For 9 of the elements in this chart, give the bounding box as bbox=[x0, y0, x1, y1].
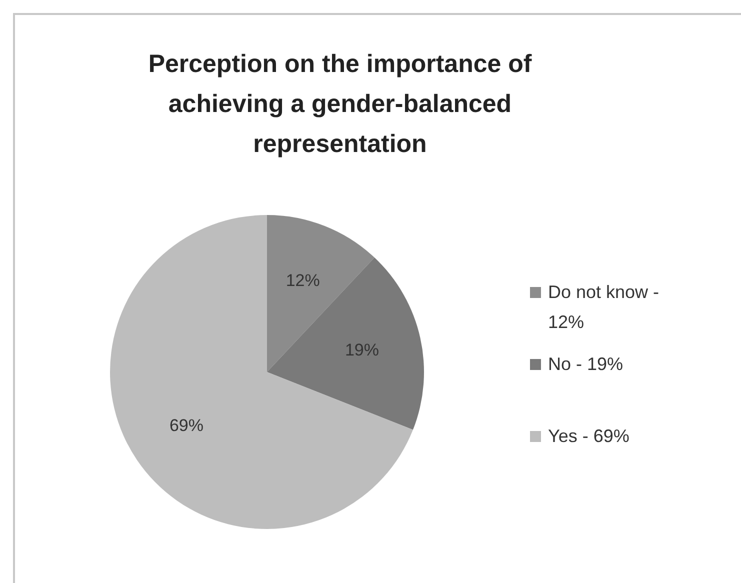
data-label: 12% bbox=[286, 270, 320, 290]
legend-label: Do not know - 12% bbox=[548, 282, 660, 332]
data-label: 69% bbox=[169, 416, 204, 436]
legend-label: No - 19% bbox=[548, 354, 624, 374]
chart-title: Perception on the importance of achieving a gender-balanced representation bbox=[148, 50, 532, 158]
data-label: 19% bbox=[344, 340, 380, 360]
pie-slice bbox=[110, 215, 413, 529]
pie-slice bbox=[267, 258, 424, 430]
legend-label: Yes - 69% bbox=[548, 426, 630, 446]
